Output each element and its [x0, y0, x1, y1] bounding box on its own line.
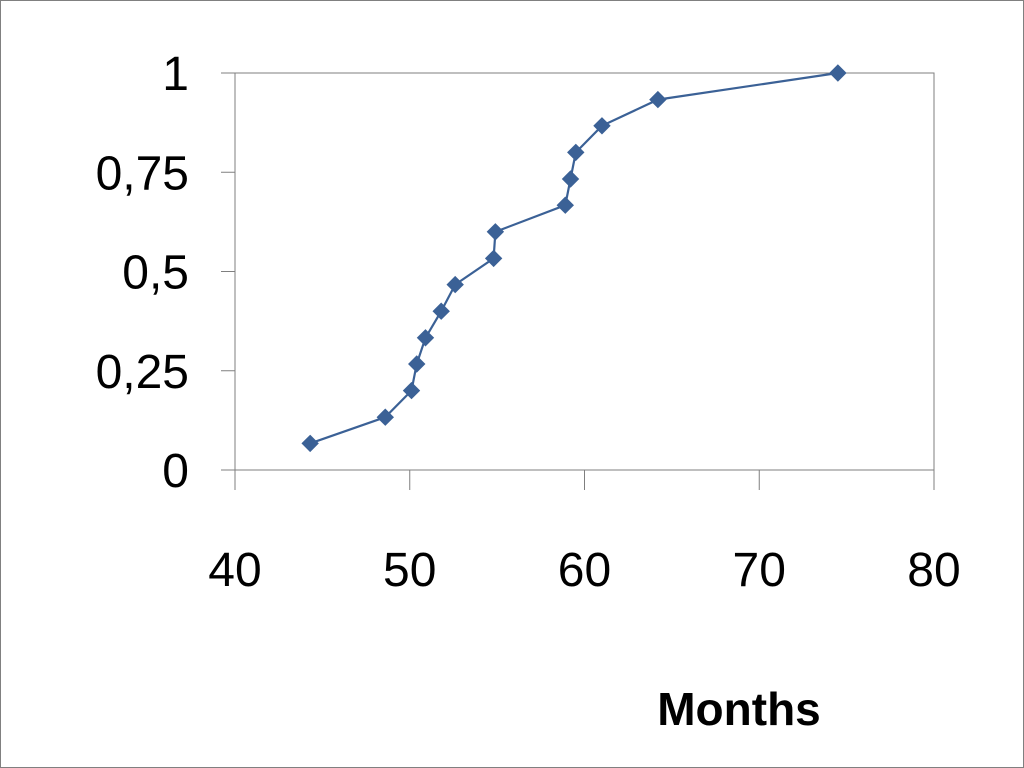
data-point: [446, 275, 464, 294]
x-tick-label: 60: [558, 544, 611, 597]
data-point: [408, 355, 426, 373]
y-tick-label: 0,5: [122, 247, 189, 300]
data-point: [567, 143, 585, 162]
x-tick-label: 50: [383, 544, 436, 597]
y-tick-label: 1: [162, 48, 189, 101]
series-line: [309, 71, 839, 445]
data-point: [402, 381, 421, 400]
data-point: [432, 302, 450, 320]
data-point: [484, 249, 503, 268]
data-point: [376, 408, 394, 426]
x-tick-label: 80: [907, 544, 960, 597]
x-tick-label: 40: [208, 544, 261, 597]
data-point: [486, 223, 505, 241]
plot-area-border: [234, 72, 935, 471]
y-tick-label: 0: [162, 445, 189, 498]
data-point: [561, 170, 580, 188]
data-point: [649, 90, 667, 109]
x-axis-title: Months: [657, 683, 821, 735]
data-point: [556, 196, 574, 214]
y-tick-label: 0,75: [96, 147, 189, 200]
data-point: [593, 117, 611, 135]
data-point: [829, 64, 847, 82]
y-tick-label: 0,25: [96, 346, 189, 399]
data-point: [301, 434, 319, 453]
data-point: [416, 329, 435, 347]
x-tick-label: 70: [733, 544, 786, 597]
